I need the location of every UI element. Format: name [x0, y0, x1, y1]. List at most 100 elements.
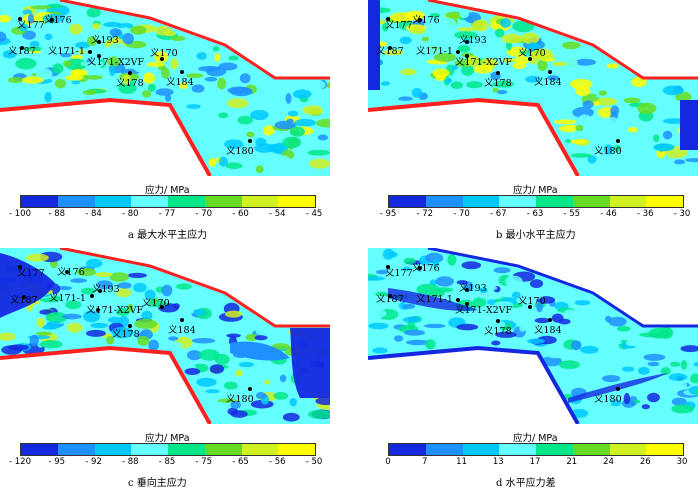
well-label: 义171-X2VF — [455, 305, 513, 316]
well-label: 义176 — [412, 263, 440, 274]
well-label: 义184 — [166, 77, 194, 88]
color-bar-segment — [21, 196, 58, 207]
color-bar-tick: - 92 — [85, 457, 102, 467]
color-bar — [20, 443, 316, 456]
color-bar-tick: - 72 — [416, 209, 434, 219]
color-bar-tick: 17 — [529, 457, 541, 467]
color-bar-tick: - 30 — [673, 209, 691, 219]
well-marker — [97, 54, 101, 58]
color-bar-segment — [241, 444, 279, 455]
well-marker — [465, 54, 469, 58]
well-label: 义187 — [376, 294, 404, 305]
panel-a: 义177 义176 义187 义171-1 义193 义171-X2VF 义170 义178 义… — [0, 0, 340, 244]
color-bar-segment — [168, 196, 205, 207]
well-marker — [616, 387, 620, 391]
well-label: 义180 — [226, 146, 254, 157]
well-marker — [548, 70, 552, 74]
well-label: 义193 — [92, 284, 120, 295]
map-area — [0, 248, 330, 424]
color-bar-segment — [131, 444, 168, 455]
color-bar-tick: - 65 — [232, 457, 249, 467]
well-label: 义171-X2VF — [86, 305, 144, 316]
well-label: 义184 — [534, 325, 562, 336]
color-bar-tick: - 88 — [48, 209, 66, 219]
color-bar-segment — [572, 196, 610, 207]
well-marker — [418, 266, 422, 270]
well-marker — [465, 288, 469, 292]
well-label: 义180 — [594, 394, 622, 405]
well-marker — [456, 50, 460, 54]
well-label: 义187 — [8, 46, 36, 57]
well-label: 义170 — [142, 298, 170, 309]
color-bar-tick: - 88 — [121, 457, 139, 467]
well-label: 义178 — [112, 329, 140, 340]
legend-title: 应力/ MPa — [513, 433, 558, 444]
well-label: 义177 — [385, 268, 413, 279]
panel-caption: d 水平应力差 — [496, 478, 556, 489]
panel-caption: c 垂向主应力 — [128, 478, 187, 489]
color-bar-tick: - 45 — [305, 209, 323, 219]
well-marker — [97, 40, 101, 44]
color-bar-tick: - 80 — [121, 209, 139, 219]
color-bar-tick: - 85 — [158, 457, 176, 467]
color-bar-tick: - 75 — [195, 457, 213, 467]
color-bar-segment — [57, 444, 95, 455]
color-bar-tick: 0 — [385, 457, 391, 467]
color-bar-tick: - 54 — [268, 209, 286, 219]
well-marker — [128, 71, 132, 75]
color-bar-segment — [278, 444, 315, 455]
color-bar-segment — [462, 196, 500, 207]
well-label: 义170 — [518, 48, 546, 59]
color-bar-segment — [499, 444, 536, 455]
well-marker — [465, 40, 469, 44]
color-bar-tick: - 63 — [526, 209, 544, 219]
color-bar-tick: 26 — [639, 457, 651, 467]
well-marker — [456, 298, 460, 302]
well-label: 义187 — [376, 46, 404, 57]
well-marker — [96, 308, 100, 312]
well-label: 义193 — [91, 35, 119, 46]
well-label: 义170 — [150, 48, 178, 59]
well-marker — [496, 71, 500, 75]
color-bar-segment — [57, 196, 95, 207]
color-bar-segment — [241, 196, 279, 207]
well-marker — [248, 139, 252, 143]
color-bar-tick: - 60 — [232, 209, 249, 219]
well-marker — [18, 265, 22, 269]
color-bar-tick: - 46 — [600, 209, 617, 219]
color-bar-tick: - 95 — [48, 457, 66, 467]
color-bar-tick: 21 — [566, 457, 578, 467]
color-bar-segment — [499, 196, 536, 207]
well-marker — [88, 50, 92, 54]
well-marker — [180, 70, 184, 74]
color-bar-segment — [204, 196, 242, 207]
color-bar-segment — [646, 196, 683, 207]
contour-map — [0, 0, 330, 176]
color-bar-segment — [425, 196, 463, 207]
well-marker — [128, 324, 132, 328]
legend-title: 应力/ MPa — [145, 433, 190, 444]
color-bar-segment — [94, 196, 132, 207]
well-marker — [22, 295, 26, 299]
color-bar-tick: - 56 — [268, 457, 286, 467]
contour-map — [0, 248, 330, 424]
color-bar-tick: 24 — [603, 457, 614, 467]
well-marker — [98, 289, 102, 293]
color-bar-tick: 11 — [456, 457, 467, 467]
color-bar-tick: - 84 — [85, 209, 102, 219]
well-marker — [548, 318, 552, 322]
contour-map — [368, 0, 698, 176]
color-bar-segment — [204, 444, 242, 455]
color-bar-segment — [572, 444, 610, 455]
well-label: 义176 — [412, 15, 440, 26]
well-marker — [90, 294, 94, 298]
well-marker — [418, 18, 422, 22]
well-marker — [180, 318, 184, 322]
well-marker — [616, 139, 620, 143]
map-area — [0, 0, 330, 176]
well-label: 义184 — [168, 325, 196, 336]
well-label: 义180 — [594, 146, 622, 157]
well-label: 义171-X2VF — [455, 57, 513, 68]
legend-title: 应力/ MPa — [513, 185, 558, 196]
contour-map — [368, 248, 698, 424]
